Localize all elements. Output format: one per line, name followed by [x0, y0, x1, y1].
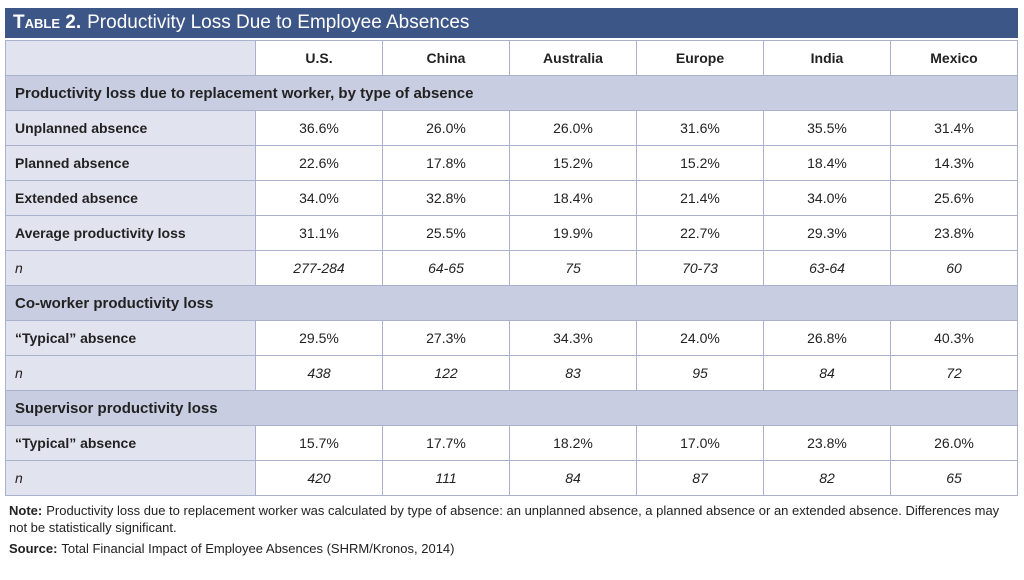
data-row: “Typical” absence 15.7% 17.7% 18.2% 17.0% 23.… — [5, 425, 1018, 461]
cell: 70-73 — [636, 250, 764, 286]
column-header: U.S. — [255, 40, 383, 76]
title-bar: Table 2. Productivity Loss Due to Employe… — [5, 8, 1018, 38]
column-header: Australia — [509, 40, 637, 76]
cell: 15.2% — [509, 145, 637, 181]
column-header: India — [763, 40, 891, 76]
source-text: Total Financial Impact of Employee Absen… — [61, 541, 455, 556]
cell: 84 — [509, 460, 637, 496]
cell: 40.3% — [890, 320, 1018, 356]
column-header: China — [382, 40, 510, 76]
cell: 24.0% — [636, 320, 764, 356]
section-title: Supervisor productivity loss — [5, 390, 1018, 426]
data-row: “Typical” absence 29.5% 27.3% 34.3% 24.0% 26.… — [5, 320, 1018, 356]
cell: 26.0% — [382, 110, 510, 146]
section-row: Co-worker productivity loss — [5, 285, 1018, 321]
cell: 34.0% — [255, 180, 383, 216]
cell: 23.8% — [890, 215, 1018, 251]
cell: 122 — [382, 355, 510, 391]
row-label: “Typical” absence — [5, 425, 256, 461]
cell: 36.6% — [255, 110, 383, 146]
cell: 75 — [509, 250, 637, 286]
corner-cell — [5, 40, 256, 76]
cell: 21.4% — [636, 180, 764, 216]
cell: 26.8% — [763, 320, 891, 356]
cell: 82 — [763, 460, 891, 496]
cell: 277-284 — [255, 250, 383, 286]
cell: 17.0% — [636, 425, 764, 461]
note-text: Productivity loss due to replacement wor… — [9, 503, 1000, 535]
cell: 34.0% — [763, 180, 891, 216]
cell: 438 — [255, 355, 383, 391]
column-header-row: U.S. China Australia Europe India Mexico — [5, 40, 1018, 76]
section-row: Supervisor productivity loss — [5, 390, 1018, 426]
cell: 15.2% — [636, 145, 764, 181]
cell: 27.3% — [382, 320, 510, 356]
data-row: Extended absence 34.0% 32.8% 18.4% 21.4% 34.0… — [5, 180, 1018, 216]
note-label: Note: — [9, 503, 43, 518]
cell: 17.7% — [382, 425, 510, 461]
section-row: Productivity loss due to replacement wor… — [5, 75, 1018, 111]
cell: 19.9% — [509, 215, 637, 251]
data-row: n 420 111 84 87 82 65 — [5, 460, 1018, 496]
footer: Note: Productivity loss due to replacemen… — [5, 502, 1018, 557]
table-label: Table 2. — [13, 12, 82, 33]
cell: 32.8% — [382, 180, 510, 216]
cell: 420 — [255, 460, 383, 496]
cell: 22.6% — [255, 145, 383, 181]
data-row: n 277-284 64-65 75 70-73 63-64 60 — [5, 250, 1018, 286]
row-label: n — [5, 250, 256, 286]
row-label: n — [5, 355, 256, 391]
section-title: Productivity loss due to replacement wor… — [5, 75, 1018, 111]
cell: 60 — [890, 250, 1018, 286]
row-label: n — [5, 460, 256, 496]
cell: 18.4% — [763, 145, 891, 181]
source: Source: Total Financial Impact of Employe… — [9, 540, 1018, 557]
cell: 34.3% — [509, 320, 637, 356]
cell: 31.4% — [890, 110, 1018, 146]
cell: 87 — [636, 460, 764, 496]
cell: 18.4% — [509, 180, 637, 216]
cell: 65 — [890, 460, 1018, 496]
cell: 14.3% — [890, 145, 1018, 181]
cell: 95 — [636, 355, 764, 391]
cell: 83 — [509, 355, 637, 391]
cell: 35.5% — [763, 110, 891, 146]
cell: 29.5% — [255, 320, 383, 356]
row-label: “Typical” absence — [5, 320, 256, 356]
cell: 63-64 — [763, 250, 891, 286]
note: Note: Productivity loss due to replacemen… — [9, 502, 1018, 536]
cell: 26.0% — [890, 425, 1018, 461]
table-figure: Table 2. Productivity Loss Due to Employe… — [5, 8, 1018, 561]
row-label: Extended absence — [5, 180, 256, 216]
data-table: U.S. China Australia Europe India Mexico Produ… — [5, 40, 1018, 496]
section-title: Co-worker productivity loss — [5, 285, 1018, 321]
cell: 22.7% — [636, 215, 764, 251]
data-row: n 438 122 83 95 84 72 — [5, 355, 1018, 391]
cell: 25.5% — [382, 215, 510, 251]
data-row: Unplanned absence 36.6% 26.0% 26.0% 31.6% 35.… — [5, 110, 1018, 146]
cell: 64-65 — [382, 250, 510, 286]
column-header: Europe — [636, 40, 764, 76]
table-title: Productivity Loss Due to Employee Absenc… — [87, 12, 470, 33]
cell: 84 — [763, 355, 891, 391]
cell: 26.0% — [509, 110, 637, 146]
cell: 15.7% — [255, 425, 383, 461]
cell: 29.3% — [763, 215, 891, 251]
cell: 31.6% — [636, 110, 764, 146]
cell: 25.6% — [890, 180, 1018, 216]
row-label: Average productivity loss — [5, 215, 256, 251]
cell: 111 — [382, 460, 510, 496]
cell: 18.2% — [509, 425, 637, 461]
cell: 72 — [890, 355, 1018, 391]
row-label: Planned absence — [5, 145, 256, 181]
column-header: Mexico — [890, 40, 1018, 76]
cell: 23.8% — [763, 425, 891, 461]
data-row: Planned absence 22.6% 17.8% 15.2% 15.2% 18.4%… — [5, 145, 1018, 181]
cell: 31.1% — [255, 215, 383, 251]
row-label: Unplanned absence — [5, 110, 256, 146]
cell: 17.8% — [382, 145, 510, 181]
data-row: Average productivity loss 31.1% 25.5% 19.9%… — [5, 215, 1018, 251]
source-label: Source: — [9, 541, 58, 556]
